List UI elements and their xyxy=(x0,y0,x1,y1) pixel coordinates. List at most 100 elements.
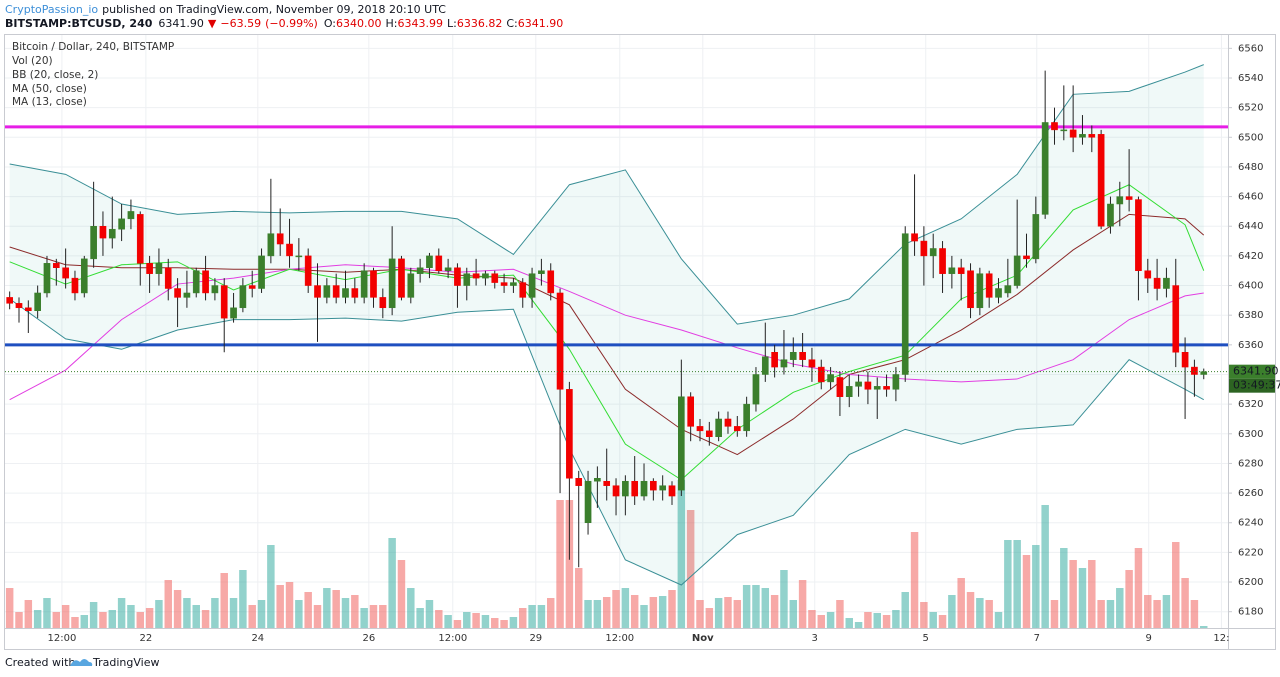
volume-bar xyxy=(892,610,900,628)
candle-body xyxy=(332,285,340,298)
candle-body xyxy=(146,263,153,274)
ohlc-value: 6340.00 xyxy=(336,17,382,30)
candle-body xyxy=(80,258,88,294)
candle-body xyxy=(510,282,517,286)
plot-area xyxy=(5,64,1228,628)
candle-body xyxy=(1097,134,1105,227)
candle-body xyxy=(892,374,900,390)
volume-bar xyxy=(1162,595,1171,628)
brand-logo[interactable] xyxy=(70,659,93,666)
volume-bar xyxy=(89,602,98,628)
y-tick-label: 6240 xyxy=(1238,518,1263,529)
candle-body xyxy=(304,255,312,286)
candle-body xyxy=(220,285,228,319)
candle-body xyxy=(108,228,116,239)
candle-body xyxy=(836,377,844,397)
candle-body xyxy=(622,480,629,497)
candle-body xyxy=(1200,371,1208,375)
footer-brand[interactable]: TradingView xyxy=(92,656,159,669)
volume-bar xyxy=(789,600,798,628)
x-tick-label: 26 xyxy=(362,633,375,644)
candle-body xyxy=(985,273,993,298)
candle-body xyxy=(183,292,191,298)
volume-bar xyxy=(1069,560,1077,628)
candle-body xyxy=(650,480,657,491)
legend-entry[interactable]: MA (50, close) xyxy=(12,83,87,95)
volume-bar xyxy=(407,588,415,628)
volume-bar xyxy=(136,612,144,628)
legend-entry[interactable]: BB (20, close, 2) xyxy=(12,69,98,81)
candle-body xyxy=(659,485,667,491)
y-tick-label: 6300 xyxy=(1238,429,1263,440)
y-tick-label: 6480 xyxy=(1238,162,1263,173)
volume-bar xyxy=(1004,540,1012,628)
volume-bar xyxy=(714,598,723,628)
candle-body xyxy=(472,273,480,279)
y-tick-label: 6380 xyxy=(1238,310,1263,321)
volume-bar xyxy=(183,598,191,628)
volume-bar xyxy=(509,617,518,628)
volume-bar xyxy=(351,595,359,628)
candle-body xyxy=(920,240,928,257)
candle-body xyxy=(519,282,527,298)
candle-body xyxy=(1172,285,1180,353)
volume-bar xyxy=(994,612,1003,628)
ohlc-key: H: xyxy=(386,17,398,30)
x-tick-label: Nov xyxy=(692,633,714,644)
candle-body xyxy=(789,352,797,360)
candle-body xyxy=(640,480,648,497)
candle-body xyxy=(1004,285,1012,294)
volume-bar xyxy=(602,597,611,628)
candle-body xyxy=(1107,203,1114,227)
volume-bar xyxy=(985,600,993,628)
volume-bar xyxy=(220,573,228,628)
volume-bar xyxy=(770,595,779,628)
volume-bar xyxy=(547,598,555,628)
candle-body xyxy=(34,292,41,311)
author[interactable]: CryptoPassion_io xyxy=(5,3,98,16)
volume-bar xyxy=(1013,540,1021,628)
header-line-1: CryptoPassion_io published on TradingView… xyxy=(5,3,446,16)
candle-body xyxy=(845,386,853,397)
y-tick-label: 6500 xyxy=(1238,132,1263,143)
bb-upper xyxy=(9,64,1204,325)
x-tick-label: 22 xyxy=(139,633,152,644)
candle-body xyxy=(398,258,405,298)
y-tick-label: 6540 xyxy=(1238,73,1263,84)
candle-body xyxy=(230,307,237,319)
volume-bar xyxy=(976,598,984,628)
volume-bar xyxy=(873,613,881,628)
volume-bar xyxy=(565,500,574,628)
ohlc-key: O: xyxy=(324,17,336,30)
candle-body xyxy=(575,478,583,486)
candle-body xyxy=(668,485,676,497)
bb-lower xyxy=(9,298,1204,586)
volume-bar xyxy=(798,580,807,628)
candle-body xyxy=(724,418,732,427)
candle-body xyxy=(948,267,956,274)
volume-bar xyxy=(882,615,891,628)
volume-bar xyxy=(574,568,583,628)
candle-body xyxy=(957,267,965,274)
volume-bar xyxy=(500,620,508,628)
volume-bar xyxy=(192,605,200,628)
ohlc-key: C: xyxy=(506,17,517,30)
candle-body xyxy=(733,426,741,432)
candle-body xyxy=(454,267,461,286)
candle-body xyxy=(817,366,825,383)
y-tick-label: 6460 xyxy=(1238,192,1263,203)
legend-entry[interactable]: MA (13, close) xyxy=(12,96,87,108)
candle-body xyxy=(248,285,256,289)
volume-bar xyxy=(463,612,471,628)
change-pct: (−0.99%) xyxy=(265,17,318,30)
volume-bar xyxy=(71,617,79,628)
candle-body xyxy=(6,297,13,304)
legend-entry[interactable]: Vol (20) xyxy=(12,55,53,67)
volume-bar xyxy=(901,592,909,628)
x-tick-label: 12: xyxy=(1213,633,1229,644)
candle-body xyxy=(342,288,349,298)
volume-bar xyxy=(733,600,742,628)
x-tick-label: 12:00 xyxy=(605,633,634,644)
volume-bar xyxy=(435,610,443,628)
candle-body xyxy=(192,270,200,294)
